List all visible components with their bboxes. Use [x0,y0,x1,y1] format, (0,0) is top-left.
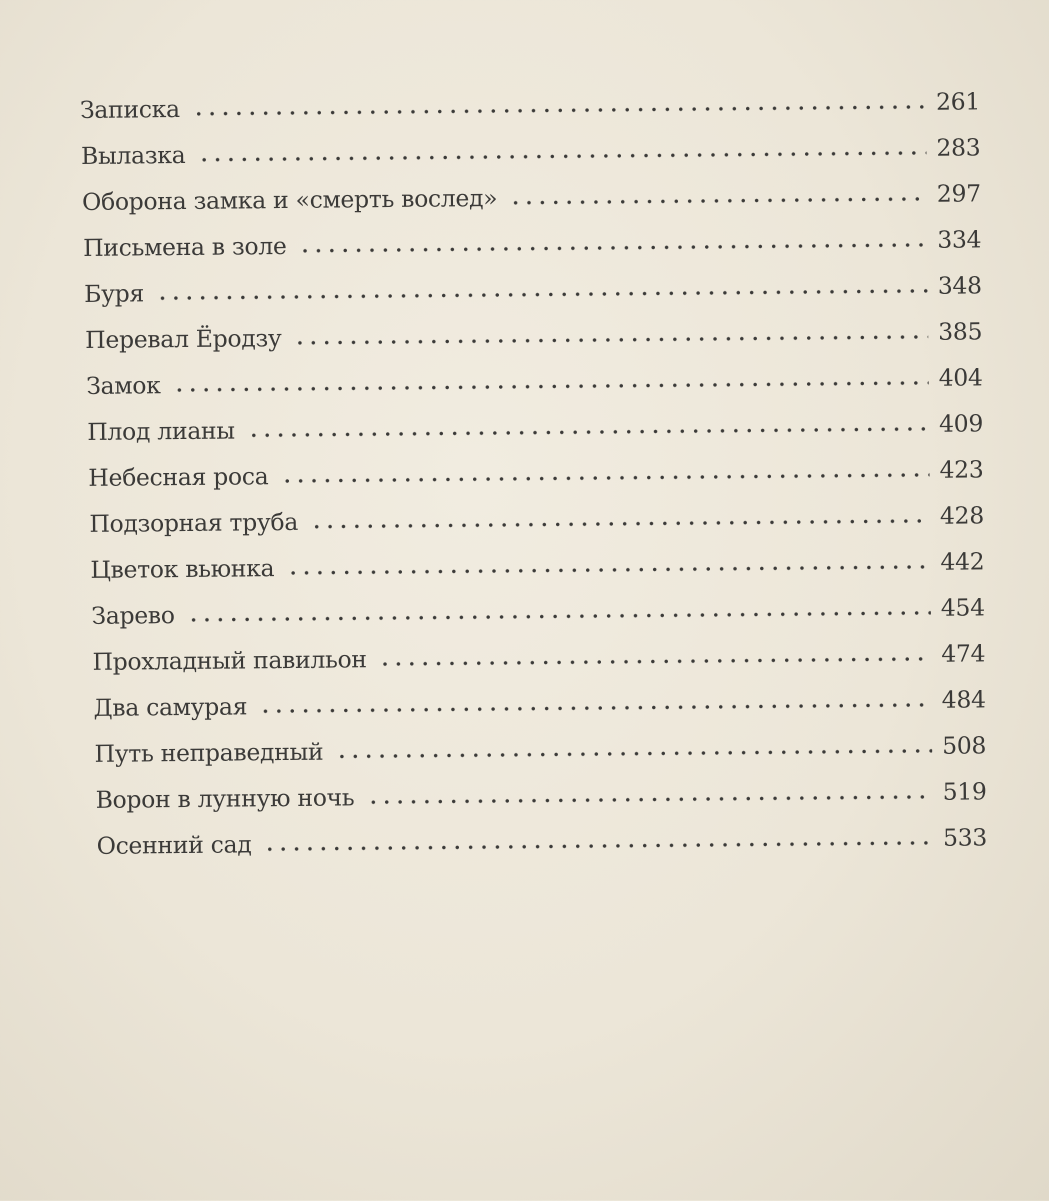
toc-entry-title: Осенний сад [96,830,252,860]
toc-entry-page: 508 [942,731,987,760]
toc-entry-title: Перевал Ёродзу [85,324,282,354]
toc-entry-title: Зарево [91,601,175,630]
toc-entry-title: Записка [79,95,180,124]
toc-entry: Оборона замка и «смерть вослед» 297 [82,179,981,228]
dot-leader [186,609,931,623]
toc-entry: Замок 404 [86,363,983,412]
toc-entry: Ворон в лунную ночь 519 [95,777,986,826]
toc-entry-title: Оборона замка и «смерть вослед» [81,183,498,216]
toc-entry-title: Подзорная труба [89,507,299,538]
toc-entry-title: Письмена в золе [82,232,287,262]
toc-entry: Перевал Ёродзу 385 [85,317,982,366]
dot-leader [366,793,933,806]
toc-entry-title: Прохладный павильон [92,645,367,676]
toc-entry-title: Путь неправедный [94,737,324,768]
toc-entry: Плод лианы 409 [87,409,983,458]
dot-leader [172,379,929,394]
toc-entry: Зарево 454 [91,593,985,642]
toc-entry-page: 297 [936,179,981,208]
dot-leader [309,517,931,530]
toc-entry-page: 428 [939,501,985,530]
dot-leader [191,103,927,117]
dot-leader [298,241,928,254]
toc-entry: Подзорная труба 428 [89,501,984,550]
toc-entry-page: 404 [938,363,983,392]
toc-entry-title: Ворон в лунную ночь [95,783,355,814]
dot-leader [155,287,928,302]
toc-entry-title: Плод лианы [87,416,235,446]
dot-leader [286,563,931,577]
toc-entry-title: Цветок вьюнка [90,554,275,584]
toc-entry-title: Небесная роса [88,462,269,492]
toc-entry: Записка 261 [80,87,980,136]
toc-entry: Два самурая 484 [93,685,986,734]
toc-entry: Небесная роса 423 [88,455,984,504]
toc-entry: Путь неправедный 508 [94,731,986,780]
dot-leader [197,149,927,163]
toc-entry-title: Замок [86,371,161,400]
toc-entry-page: 283 [936,133,981,162]
toc-entry-page: 348 [937,271,982,300]
toc-entry-page: 385 [938,317,983,346]
toc-entry-page: 261 [935,87,981,116]
dot-leader [263,839,934,853]
toc-entry-page: 484 [941,685,986,714]
toc-entry-page: 423 [939,455,984,484]
dot-leader [509,195,927,206]
toc-entry: Цветок вьюнка 442 [90,547,984,596]
dot-leader [378,655,932,668]
toc-entry: Письмена в золе 334 [83,225,982,274]
dot-leader [293,333,929,346]
toc-entry-page: 519 [942,777,987,806]
toc-entry: Осенний сад 533 [97,823,988,872]
toc-entry-title: Буря [84,279,145,308]
toc-entry-page: 442 [940,547,985,576]
dot-leader [259,701,932,715]
toc-entry-page: 474 [941,639,986,668]
dot-leader [280,471,930,485]
toc-entry: Прохладный павильон 474 [92,639,985,688]
dot-leader [335,747,933,760]
toc-entry: Вылазка 283 [81,133,981,182]
toc-entry-page: 454 [940,593,985,622]
toc-entry-title: Вылазка [80,140,186,170]
dot-leader [246,425,930,439]
toc-entry-page: 533 [942,823,988,852]
toc-entry-page: 334 [937,225,982,254]
toc-entry-page: 409 [938,409,984,438]
toc-entry: Буря 348 [84,271,982,320]
toc-entry-title: Два самурая [93,692,248,722]
